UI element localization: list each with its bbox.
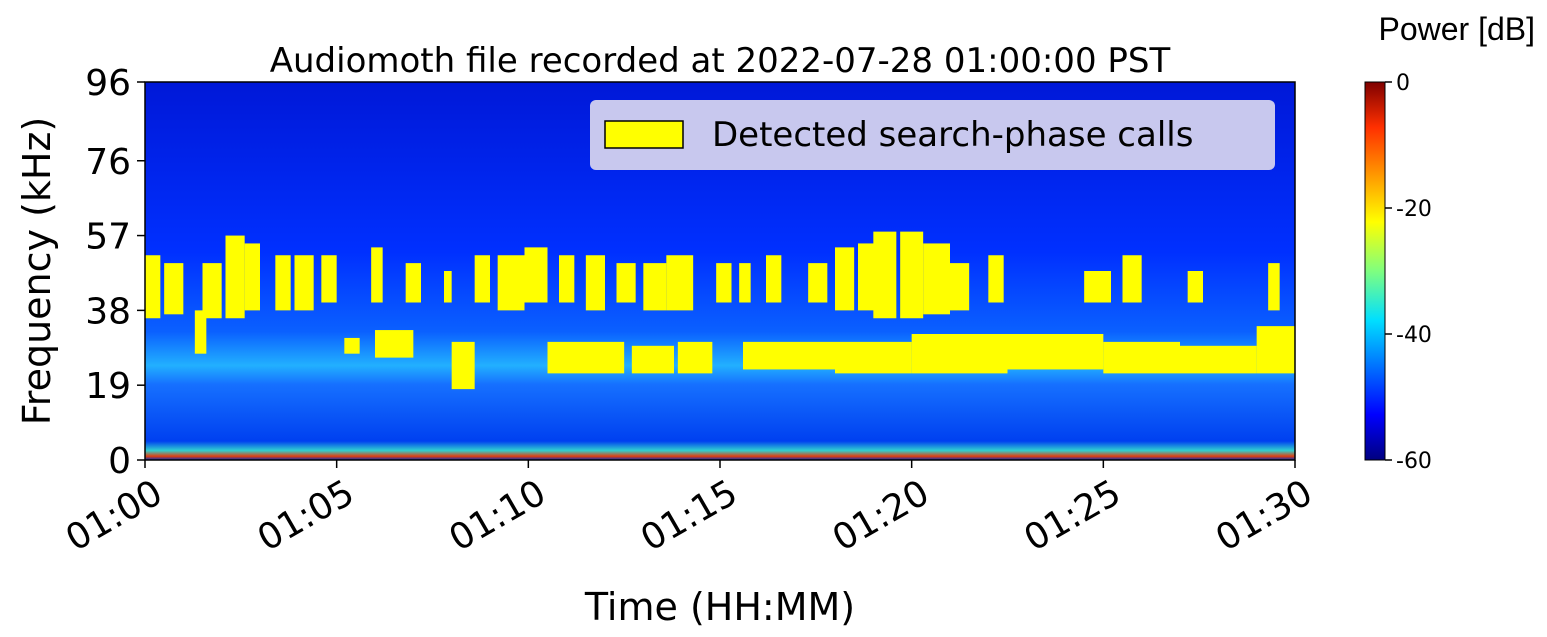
detection: [766, 255, 782, 303]
detection: [739, 263, 751, 303]
detection: [677, 341, 713, 374]
detection: [275, 255, 291, 311]
detection: [344, 337, 360, 354]
detection: [923, 243, 950, 315]
detection: [244, 243, 260, 311]
detection: [547, 341, 625, 374]
detection: [585, 255, 605, 311]
colorbar-label: Power [dB]: [1378, 11, 1535, 47]
detection: [145, 255, 161, 319]
y-tick-label: 0: [108, 441, 131, 482]
y-tick-label: 96: [85, 63, 131, 104]
detection: [1256, 326, 1295, 374]
detection: [1180, 345, 1257, 374]
legend: Detected search-phase calls: [590, 100, 1275, 170]
detection: [666, 255, 694, 311]
detection: [321, 255, 337, 303]
y-tick-label: 76: [85, 142, 131, 183]
detection: [1007, 334, 1104, 370]
detection: [1084, 271, 1111, 303]
detections: [145, 231, 1295, 390]
detection: [643, 263, 667, 311]
detection: [988, 255, 1004, 303]
detection: [1122, 255, 1142, 303]
detection: [808, 263, 828, 303]
detection: [873, 231, 897, 319]
detection: [1268, 263, 1280, 311]
x-tick-label: 01:10: [442, 472, 552, 559]
colorbar: [1364, 81, 1386, 461]
x-tick-label: 01:30: [1209, 472, 1319, 559]
x-tick-label: 01:05: [251, 472, 361, 559]
detection: [497, 255, 525, 311]
detection: [524, 247, 548, 303]
detection: [900, 231, 924, 319]
detection: [444, 271, 452, 303]
x-tick-label: 01:00: [59, 472, 169, 559]
detection: [164, 263, 184, 315]
detection: [202, 263, 222, 319]
detection: [559, 255, 575, 303]
detection: [743, 341, 835, 370]
chart-title: Audiomoth file recorded at 2022-07-28 01…: [270, 41, 1171, 81]
detection: [294, 255, 314, 311]
colorbar-tick-label: -20: [1396, 197, 1432, 222]
x-tick-label: 01:25: [1017, 472, 1127, 559]
legend-box: [590, 100, 1275, 170]
detection: [225, 235, 245, 319]
detection: [1103, 341, 1180, 374]
detection: [631, 345, 674, 374]
y-tick-label: 57: [85, 217, 131, 258]
detection: [194, 310, 207, 354]
detection: [371, 247, 383, 303]
colorbar-tick-label: -40: [1396, 323, 1432, 348]
colorbar-tick-label: -60: [1396, 449, 1432, 474]
detection: [911, 334, 1008, 374]
detection: [375, 330, 414, 358]
colorbar-tick-label: 0: [1396, 71, 1410, 96]
detection: [451, 341, 475, 390]
detection: [1187, 271, 1203, 303]
legend-swatch: [604, 120, 684, 149]
x-axis-label: Time (HH:MM): [584, 585, 855, 629]
y-axis-label: Frequency (kHz): [15, 117, 59, 426]
detection: [405, 263, 421, 303]
detection: [616, 263, 636, 303]
x-tick-label: 01:20: [826, 472, 936, 559]
detection: [716, 263, 732, 303]
y-tick-label: 19: [85, 366, 131, 407]
detection: [835, 247, 855, 311]
legend-label: Detected search-phase calls: [712, 115, 1193, 155]
detection: [950, 263, 970, 311]
x-tick-label: 01:15: [634, 472, 744, 559]
y-tick-label: 38: [85, 291, 131, 332]
detection: [835, 341, 912, 374]
detection: [474, 255, 490, 303]
